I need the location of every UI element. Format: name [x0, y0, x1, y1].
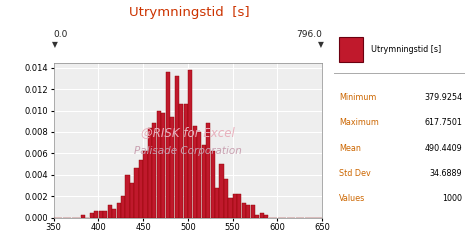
Bar — [219, 164, 224, 218]
Bar — [202, 145, 205, 218]
Text: Utrymningstid [s]: Utrymningstid [s] — [370, 45, 441, 54]
Bar — [242, 202, 246, 218]
Text: 1000: 1000 — [442, 194, 462, 203]
Bar — [148, 128, 152, 218]
Bar — [121, 196, 125, 218]
Text: ▼: ▼ — [52, 40, 58, 49]
Text: Palisade Corporation: Palisade Corporation — [134, 146, 242, 156]
Bar — [251, 205, 255, 218]
Text: 617.7501: 617.7501 — [424, 118, 462, 128]
Bar — [224, 179, 228, 218]
Bar — [339, 37, 363, 62]
Bar — [255, 215, 259, 218]
Text: 379.9254: 379.9254 — [424, 93, 462, 102]
Bar — [237, 194, 241, 218]
Bar — [211, 151, 215, 218]
Bar — [130, 183, 134, 218]
Text: 100.0%: 100.0% — [166, 46, 210, 56]
Bar — [152, 124, 156, 218]
Bar — [99, 211, 103, 218]
Bar — [166, 72, 170, 218]
Bar — [188, 70, 192, 218]
Bar — [184, 104, 188, 218]
Bar — [264, 215, 269, 218]
Text: Minimum: Minimum — [339, 93, 376, 102]
Bar — [134, 168, 139, 218]
Bar — [161, 113, 165, 218]
Text: Values: Values — [339, 194, 365, 203]
Text: @RISK for Excel: @RISK for Excel — [141, 126, 235, 139]
Bar — [175, 76, 179, 218]
Bar — [139, 160, 143, 218]
Bar — [112, 209, 116, 218]
Text: 0.0: 0.0 — [54, 30, 68, 39]
Bar — [215, 188, 219, 218]
Bar — [143, 151, 148, 218]
Bar — [228, 198, 233, 218]
Text: Maximum: Maximum — [339, 118, 379, 128]
Bar — [233, 194, 237, 218]
Bar — [179, 104, 184, 218]
Bar — [126, 175, 130, 218]
Bar — [90, 213, 94, 218]
Bar — [157, 110, 161, 218]
Bar — [170, 117, 174, 218]
Bar — [260, 213, 264, 218]
Bar — [107, 205, 112, 218]
Text: 490.4409: 490.4409 — [425, 144, 462, 152]
Text: Std Dev: Std Dev — [339, 169, 371, 178]
Bar — [192, 126, 197, 218]
Bar — [81, 215, 85, 218]
Bar — [206, 124, 210, 218]
Text: Utrymningstid  [s]: Utrymningstid [s] — [129, 6, 249, 19]
Text: 796.0: 796.0 — [297, 30, 322, 39]
Bar — [197, 132, 201, 218]
Text: 34.6889: 34.6889 — [430, 169, 462, 178]
Text: Mean: Mean — [339, 144, 361, 152]
Bar — [103, 211, 107, 218]
Bar — [246, 205, 250, 218]
Bar — [94, 211, 98, 218]
Bar — [117, 202, 120, 218]
Text: ▼: ▼ — [318, 40, 324, 49]
